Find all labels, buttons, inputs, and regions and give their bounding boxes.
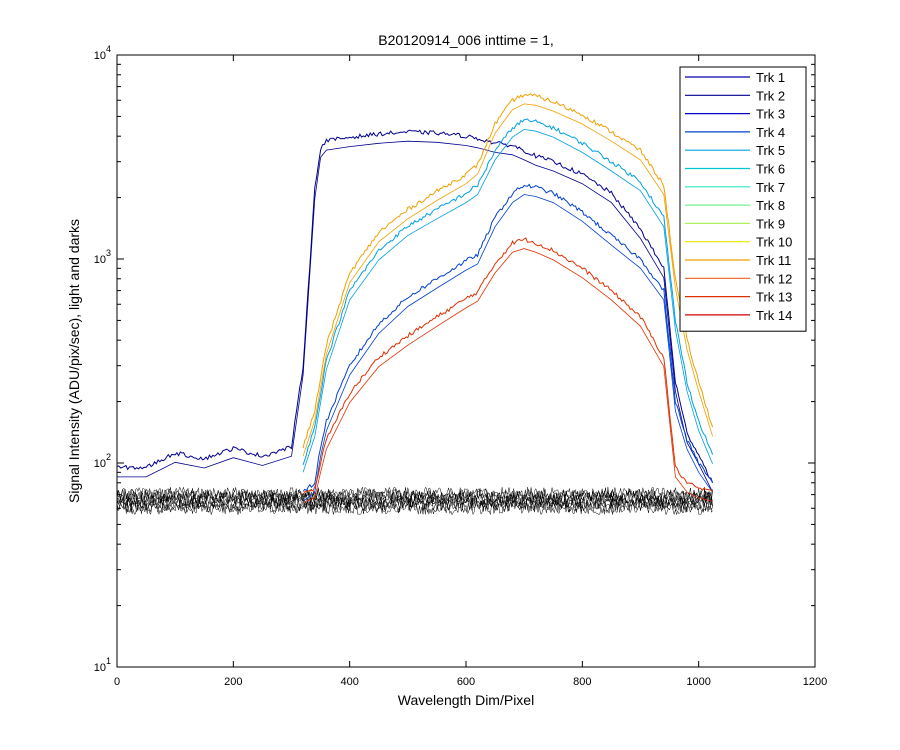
legend-label: Trk 12 [756, 271, 792, 286]
series-line [302, 183, 714, 492]
legend-label: Trk 8 [756, 198, 785, 213]
series-line [302, 118, 714, 466]
dark-trace [116, 501, 713, 516]
dark-trace [116, 488, 713, 502]
y-axis: 101 102 103 104 [94, 44, 815, 674]
dark-traces [116, 486, 713, 516]
legend-box [679, 66, 807, 332]
legend-label: Trk 14 [756, 308, 792, 323]
y-axis-label: Signal Intensity (ADU/pix/sec), light an… [66, 219, 82, 503]
y-tick-label: 101 [94, 656, 111, 674]
dark-trace [116, 493, 713, 508]
legend-label: Trk 6 [756, 162, 785, 177]
x-tick-label: 200 [224, 676, 242, 688]
legend-label: Trk 10 [756, 235, 792, 250]
series-line-pair [302, 103, 713, 457]
legend-label: Trk 9 [756, 216, 785, 231]
legend-label: Trk 3 [756, 107, 785, 122]
legend-label: Trk 5 [756, 143, 785, 158]
y-tick-label: 102 [94, 452, 111, 470]
legend-label: Trk 1 [756, 70, 785, 85]
series-line-pair [302, 128, 713, 473]
x-tick-label: 800 [573, 676, 591, 688]
legend-label: Trk 13 [756, 290, 792, 305]
legend-label: Trk 2 [756, 88, 785, 103]
x-axis: 0 200 400 600 800 1000 1200 [114, 55, 827, 688]
series-line [302, 93, 714, 449]
legend-label: Trk 7 [756, 180, 785, 195]
series-line [302, 237, 713, 495]
series-line-pair [117, 140, 713, 493]
x-tick-label: 0 [114, 676, 120, 688]
series-line-pair [302, 194, 713, 502]
dark-trace [116, 499, 713, 514]
x-axis-label: Wavelength Dim/Pixel [398, 692, 534, 708]
y-tick-label: 103 [94, 248, 111, 266]
dark-trace [116, 486, 713, 501]
x-tick-label: 1200 [803, 676, 827, 688]
series-line-pair [302, 248, 713, 504]
legend: Trk 1 Trk 2 Trk 3 Trk 4 Trk 5 Trk 6 Trk 7 Trk 8… [679, 66, 807, 332]
x-tick-label: 400 [340, 676, 358, 688]
legend-label: Trk 11 [756, 253, 791, 268]
x-tick-label: 600 [457, 676, 475, 688]
x-tick-label: 1000 [686, 676, 710, 688]
y-tick-label: 104 [94, 44, 111, 62]
series-lines [116, 93, 714, 504]
series-line [116, 129, 714, 483]
legend-label: Trk 4 [756, 125, 785, 140]
chart-title: B20120914_006 inttime = 1, [378, 32, 554, 48]
